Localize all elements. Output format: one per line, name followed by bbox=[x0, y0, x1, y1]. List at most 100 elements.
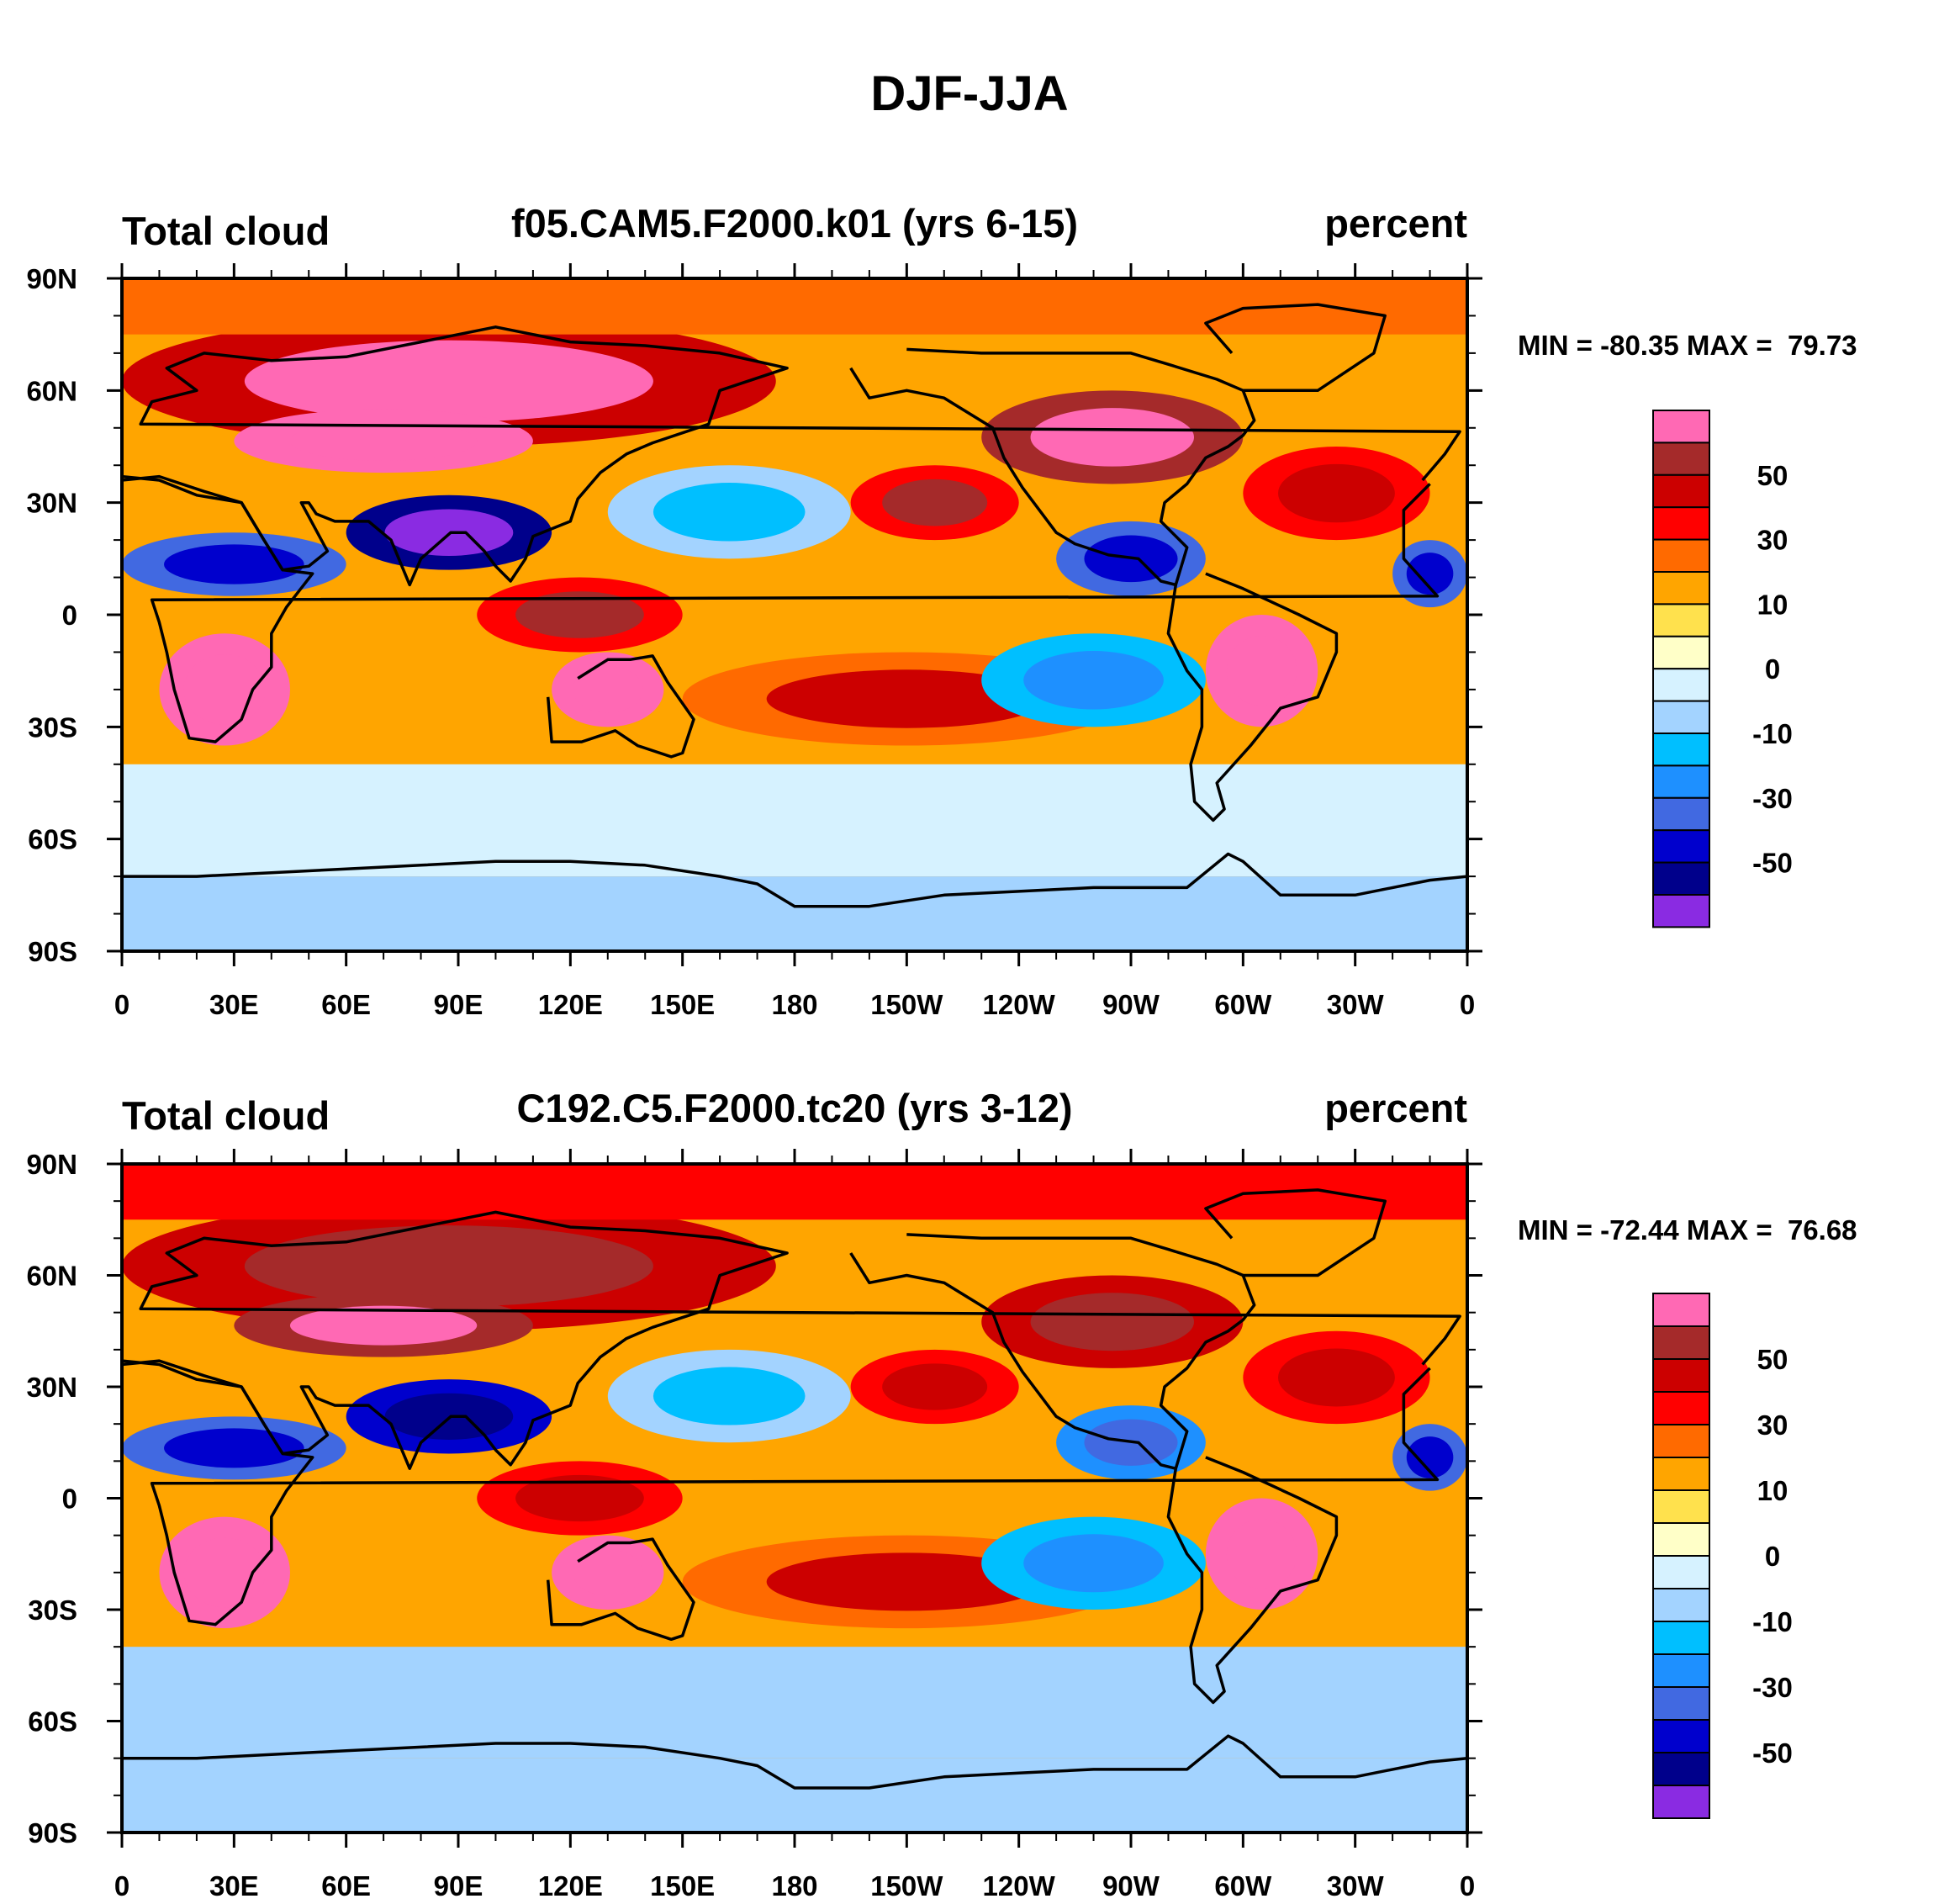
panel-1-colorbar-swatch-9 bbox=[1652, 700, 1710, 734]
panel-1-colorbar-swatch-13 bbox=[1652, 829, 1710, 864]
panel-1-colorbar-swatch-0 bbox=[1652, 410, 1710, 444]
panel-1-units: percent bbox=[1324, 201, 1467, 246]
panel-2-map bbox=[122, 1164, 1467, 1833]
panel-1-xtick-label-11: 30W bbox=[1327, 989, 1385, 1020]
panel-2-colorbar-swatch-4 bbox=[1652, 1424, 1710, 1458]
panel-2-ytick-label-4: 30S bbox=[28, 1595, 77, 1626]
panel-1-xtick-label-0: 0 bbox=[114, 989, 129, 1020]
panel-2-ytick-label-2: 30N bbox=[26, 1372, 77, 1403]
panel-2-xtick-label-7: 150W bbox=[870, 1870, 943, 1901]
panel-2-coastline-2 bbox=[546, 1537, 695, 1642]
panel-1-colorbar-swatch-8 bbox=[1652, 668, 1710, 702]
panel-2-ytick-label-3: 0 bbox=[62, 1484, 77, 1515]
panel-1-region-core-3 bbox=[164, 544, 304, 584]
panel-2-region-core-5 bbox=[573, 1549, 643, 1596]
panel-1-xtick-label-3: 90E bbox=[434, 989, 483, 1020]
panel-2-xtick-label-1: 30E bbox=[209, 1870, 259, 1901]
panel-2-region-core-15 bbox=[1406, 1436, 1454, 1478]
panel-2-xtick-label-4: 120E bbox=[538, 1870, 603, 1901]
panel-1-colorbar-swatch-5 bbox=[1652, 571, 1710, 606]
panel-1-case: f05.CAM5.F2000.k01 (yrs 6-15) bbox=[511, 201, 1078, 246]
panel-2-region-core-13 bbox=[1023, 1534, 1164, 1593]
panel-2-region-18 bbox=[122, 1758, 1467, 1833]
panel-1-ytick-label-2: 30N bbox=[26, 488, 77, 519]
panel-2-ytick-label-6: 90S bbox=[28, 1817, 77, 1848]
panel-1-region-core-8 bbox=[882, 479, 988, 526]
panel-1-colorbar: 50 30 10 0 -10 -30 -50 bbox=[1652, 410, 1793, 928]
panel-2-ytick-label-1: 60N bbox=[26, 1261, 77, 1292]
panel-1-xtick-label-6: 180 bbox=[771, 989, 817, 1020]
panel-1-xtick-label-2: 60E bbox=[321, 989, 371, 1020]
panel-1-region-17 bbox=[122, 764, 1467, 877]
panel-1-colorbar-swatch-15 bbox=[1652, 894, 1710, 928]
panel-1-region-core-6 bbox=[515, 591, 644, 638]
panel-2-case: C192.C5.F2000.tc20 (yrs 3-12) bbox=[516, 1086, 1072, 1130]
panel-1-ytick-label-0: 90N bbox=[26, 263, 77, 294]
panel-2-colorbar-swatch-11 bbox=[1652, 1653, 1710, 1688]
panel-2-coastline-3 bbox=[849, 1233, 1256, 1470]
panel-1-region-core-11 bbox=[1226, 636, 1297, 706]
panel-1-variable: Total cloud bbox=[122, 209, 330, 253]
panel-2-region-core-14 bbox=[1278, 1348, 1395, 1407]
panel-2-colorbar-swatch-7 bbox=[1652, 1522, 1710, 1557]
panel-2-colorbar-swatch-8 bbox=[1652, 1555, 1710, 1589]
panel-2-region-core-0 bbox=[244, 1225, 653, 1307]
panel-1-xtick-label-9: 90W bbox=[1102, 989, 1160, 1020]
panel-2-xtick-label-2: 60E bbox=[321, 1870, 371, 1901]
panel-1-colorbar-label-2: 10 bbox=[1757, 589, 1788, 620]
panel-2-coastline-0 bbox=[122, 1210, 1461, 1470]
panel-2-ytick-label-5: 60S bbox=[28, 1706, 77, 1737]
panel-2-region-17 bbox=[122, 1647, 1467, 1759]
panel-2-xtick-label-6: 180 bbox=[771, 1870, 817, 1901]
panel-2-region-core-12 bbox=[766, 1552, 1047, 1611]
panel-2-units: percent bbox=[1324, 1086, 1467, 1130]
panel-2-variable: Total cloud bbox=[122, 1093, 330, 1138]
panel-2-colorbar: 50 30 10 0 -10 -30 -50 bbox=[1652, 1293, 1793, 1819]
panel-2-colorbar-swatch-12 bbox=[1652, 1686, 1710, 1721]
panel-2-axes: 0 30E 60E 90E 120E 150E 180 150W 120W 90W 60W 30W 0 9… bbox=[26, 1149, 1482, 1901]
panel-2-colorbar-label-3: 0 bbox=[1765, 1541, 1780, 1572]
panel-2-colorbar-label-2: 10 bbox=[1757, 1475, 1788, 1506]
panel-2-coastline-1 bbox=[122, 1359, 1440, 1626]
panel-1: Total cloud f05.CAM5.F2000.k01 (yrs 6-15… bbox=[26, 201, 1857, 1020]
panel-1-region-16 bbox=[122, 278, 1467, 335]
panel-2-colorbar-label-6: -50 bbox=[1752, 1737, 1793, 1769]
panel-2-colorbar-swatch-13 bbox=[1652, 1719, 1710, 1753]
panel-2-region-core-6 bbox=[515, 1474, 644, 1522]
panel-2-coastlines bbox=[122, 1188, 1467, 1790]
panel-1-colorbar-swatch-1 bbox=[1652, 442, 1710, 476]
panel-1-xtick-label-10: 60W bbox=[1214, 989, 1272, 1020]
panel-1-ytick-label-5: 60S bbox=[28, 824, 77, 855]
panel-1-region-core-0 bbox=[244, 340, 653, 422]
panel-2-xtick-label-12: 0 bbox=[1460, 1870, 1475, 1901]
figure-title: DJF-JJA bbox=[870, 66, 1068, 121]
panel-2-colorbar-swatch-1 bbox=[1652, 1325, 1710, 1360]
panel-2-xtick-label-5: 150E bbox=[650, 1870, 715, 1901]
panel-1-region-core-1 bbox=[290, 420, 478, 461]
panel-2-region-core-3 bbox=[164, 1428, 304, 1468]
panel-1-colorbar-label-0: 50 bbox=[1757, 460, 1788, 491]
panel-2-colorbar-swatch-10 bbox=[1652, 1621, 1710, 1655]
panel-1-ytick-label-1: 60N bbox=[26, 375, 77, 406]
panel-1-coastline-4 bbox=[1166, 572, 1339, 822]
panel-2-xtick-label-3: 90E bbox=[434, 1870, 483, 1901]
panel-1-xtick-label-12: 0 bbox=[1460, 989, 1475, 1020]
panel-1-ytick-label-6: 90S bbox=[28, 936, 77, 967]
panel-1-colorbar-label-3: 0 bbox=[1765, 653, 1780, 685]
panel-1-region-core-14 bbox=[1278, 463, 1395, 523]
panel-2-coastline-4 bbox=[1166, 1456, 1339, 1705]
panel-2-region-16 bbox=[122, 1164, 1467, 1220]
panel-1-coastline-0 bbox=[122, 325, 1461, 587]
panel-1-xtick-label-5: 150E bbox=[650, 989, 715, 1020]
panel-2-colorbar-swatch-6 bbox=[1652, 1489, 1710, 1524]
panel-1-map bbox=[122, 278, 1467, 951]
panel-1-region-core-13 bbox=[1023, 651, 1164, 710]
panel-1-colorbar-label-6: -50 bbox=[1752, 848, 1793, 879]
panel-2-region-core-7 bbox=[652, 1367, 806, 1425]
panel-2-region-core-9 bbox=[1030, 1293, 1195, 1351]
panel-2-colorbar-swatch-15 bbox=[1652, 1785, 1710, 1819]
panel-1-region-core-12 bbox=[766, 669, 1047, 728]
panel-2-xtick-label-11: 30W bbox=[1327, 1870, 1385, 1901]
panel-2-region-core-8 bbox=[882, 1363, 988, 1410]
panel-1-region-core-7 bbox=[652, 483, 806, 542]
